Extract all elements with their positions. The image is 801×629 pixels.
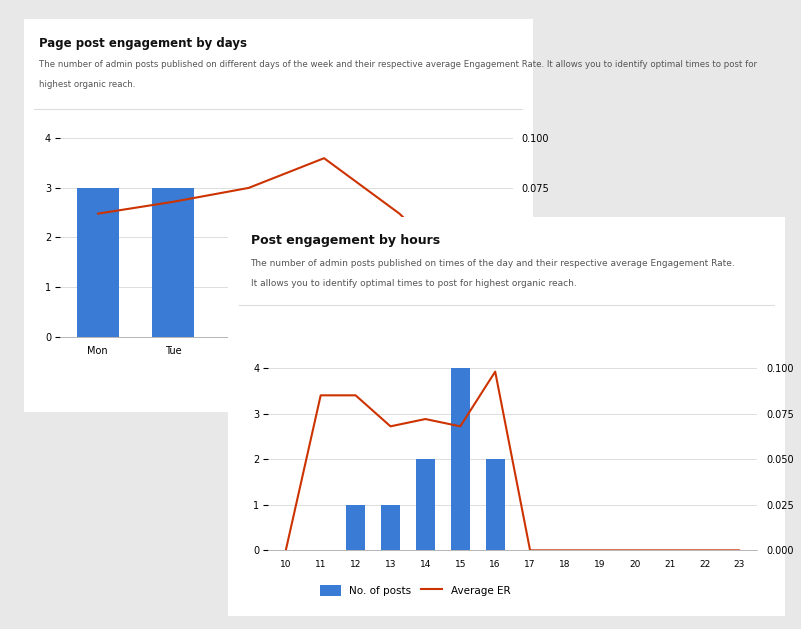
Bar: [152, 188, 194, 337]
Bar: [485, 459, 505, 550]
Bar: [454, 237, 496, 337]
Bar: [304, 237, 344, 337]
Bar: [346, 504, 365, 550]
FancyBboxPatch shape: [16, 13, 541, 418]
Text: The number of admin posts published on different days of the week and their resp: The number of admin posts published on d…: [39, 60, 757, 69]
Text: It allows you to identify optimal times to post for highest organic reach.: It allows you to identify optimal times …: [251, 279, 576, 288]
Bar: [416, 459, 435, 550]
Bar: [77, 188, 119, 337]
Text: Page post engagement by days: Page post engagement by days: [39, 36, 248, 50]
FancyBboxPatch shape: [223, 215, 796, 626]
Bar: [451, 368, 470, 550]
Bar: [379, 237, 421, 337]
Bar: [381, 504, 400, 550]
Text: highest organic reach.: highest organic reach.: [39, 80, 135, 89]
Legend: No. of posts, Average ER: No. of posts, Average ER: [316, 581, 514, 600]
Text: Post engagement by hours: Post engagement by hours: [251, 234, 440, 247]
FancyBboxPatch shape: [220, 211, 793, 623]
Text: The number of admin posts published on times of the day and their respective ave: The number of admin posts published on t…: [251, 259, 735, 268]
FancyBboxPatch shape: [19, 17, 543, 422]
